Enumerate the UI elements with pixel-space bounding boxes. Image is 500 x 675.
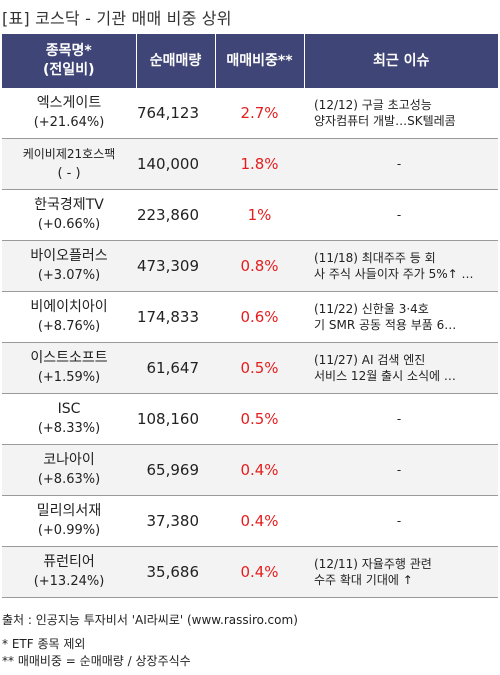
table-row: 비에이치아이 (+8.76%) 174,833 0.6% (11/22) 신한울 3·4… <box>2 291 498 343</box>
table-body: 엑스게이트 (+21.64%) 764,123 2.7% (12/12) 구글 초고성능… <box>2 88 498 598</box>
header-issue: 최근 이슈 <box>303 34 498 88</box>
issue-line: - <box>396 463 402 477</box>
stock-name: 한국경제TV <box>34 197 104 213</box>
recent-issue[interactable]: (11/27) AI 검색 엔진 서비스 12월 출시 소식에 … <box>304 342 498 394</box>
stock-change: (+8.76%) <box>37 319 101 334</box>
header-ratio: 매매비중** <box>214 34 304 88</box>
stock-name: 바이오플러스 <box>30 248 108 264</box>
recent-issue: - <box>304 138 498 190</box>
recent-issue: - <box>304 444 498 496</box>
trade-ratio: 2.7% <box>215 88 304 139</box>
stock-change: ( - ) <box>57 166 81 181</box>
footer-note-etf: * ETF 종목 제외 <box>2 637 86 651</box>
stock-change: (+0.99%) <box>37 523 101 538</box>
footer-source: 출처 : 인공지능 투자비서 'AI라씨로' (www.rassiro.com) <box>2 613 298 627</box>
stock-name: 밀리의서재 <box>36 503 102 519</box>
stock-change: (+1.59%) <box>37 370 101 385</box>
stock-cell: 엑스게이트 (+21.64%) <box>2 88 136 139</box>
net-volume: 473,309 <box>136 240 215 292</box>
stock-cell: 코나아이 (+8.63%) <box>2 444 136 496</box>
trade-ratio: 0.6% <box>215 291 304 343</box>
net-volume: 35,686 <box>136 546 215 598</box>
table-row: 바이오플러스 (+3.07%) 473,309 0.8% (11/18) 최대주주 등 … <box>2 240 498 292</box>
header-name-line1: 종목명* <box>45 43 92 59</box>
stock-name: ISC <box>57 401 81 417</box>
table-row: 이스트소프트 (+1.59%) 61,647 0.5% (11/27) AI 검색 엔진… <box>2 342 498 394</box>
table-row: 한국경제TV (+0.66%) 223,860 1% - <box>2 189 498 241</box>
net-volume: 174,833 <box>136 291 215 343</box>
recent-issue: - <box>304 393 498 445</box>
issue-line: - <box>396 412 402 426</box>
issue-line: 서비스 12월 출시 소식에 … <box>314 369 456 383</box>
issue-line: - <box>396 157 402 171</box>
table-row: 퓨런티어 (+13.24%) 35,686 0.4% (12/11) 자율주행 관련 수주… <box>2 546 498 598</box>
table-row: 밀리의서재 (+0.99%) 37,380 0.4% - <box>2 495 498 547</box>
table-row: ISC (+8.33%) 108,160 0.5% - <box>2 393 498 445</box>
net-volume: 140,000 <box>136 138 215 190</box>
table-row: 케이비제21호스팩 ( - ) 140,000 1.8% - <box>2 138 498 190</box>
trade-ratio: 0.4% <box>215 444 304 496</box>
stock-name: 엑스게이트 <box>36 95 102 111</box>
stock-change: (+13.24%) <box>33 574 105 589</box>
trade-ratio: 0.8% <box>215 240 304 292</box>
stock-name: 코나아이 <box>43 452 95 468</box>
recent-issue: - <box>304 189 498 241</box>
header-volume: 순매매량 <box>135 34 215 88</box>
table-row: 엑스게이트 (+21.64%) 764,123 2.7% (12/12) 구글 초고성능… <box>2 88 498 139</box>
trade-ratio: 0.4% <box>215 495 304 547</box>
stock-cell: 케이비제21호스팩 ( - ) <box>2 138 136 190</box>
issue-line: 양자컴퓨터 개발…SK텔레콤 <box>314 114 456 128</box>
stock-change: (+0.66%) <box>37 217 101 232</box>
stock-cell: 이스트소프트 (+1.59%) <box>2 342 136 394</box>
table-title: [표] 코스닥 - 기관 매매 비중 상위 <box>2 9 232 28</box>
stock-cell: 밀리의서재 (+0.99%) <box>2 495 136 547</box>
stock-cell: 비에이치아이 (+8.76%) <box>2 291 136 343</box>
institution-trading-table: 종목명* (전일비) 순매매량 매매비중** 최근 이슈 엑스게이트 (+21.6… <box>2 34 498 598</box>
table-row: 코나아이 (+8.63%) 65,969 0.4% - <box>2 444 498 496</box>
stock-change: (+21.64%) <box>33 115 105 130</box>
header-name: 종목명* (전일비) <box>2 34 136 88</box>
issue-line: (11/22) 신한울 3·4호 <box>314 302 429 316</box>
net-volume: 223,860 <box>136 189 215 241</box>
header-name-line2: (전일비) <box>43 62 95 78</box>
stock-change: (+3.07%) <box>37 268 101 283</box>
stock-cell: 바이오플러스 (+3.07%) <box>2 240 136 292</box>
net-volume: 108,160 <box>136 393 215 445</box>
stock-change: (+8.33%) <box>37 421 101 436</box>
net-volume: 65,969 <box>136 444 215 496</box>
stock-cell: 퓨런티어 (+13.24%) <box>2 546 136 598</box>
trade-ratio: 0.4% <box>215 546 304 598</box>
table-header-row: 종목명* (전일비) 순매매량 매매비중** 최근 이슈 <box>2 34 498 88</box>
net-volume: 61,647 <box>136 342 215 394</box>
stock-name: 이스트소프트 <box>30 350 108 366</box>
issue-line: (11/27) AI 검색 엔진 <box>314 353 426 367</box>
issue-line: - <box>396 514 402 528</box>
issue-line: (12/11) 자율주행 관련 <box>314 557 432 571</box>
issue-line: 사 주식 사들이자 주가 5%↑ … <box>314 267 474 281</box>
issue-line: - <box>396 208 402 222</box>
trade-ratio: 0.5% <box>215 393 304 445</box>
stock-cell: ISC (+8.33%) <box>2 393 136 445</box>
recent-issue: - <box>304 495 498 547</box>
footer-note-ratio: ** 매매비중 = 순매매량 / 상장주식수 <box>2 654 191 668</box>
stock-cell: 한국경제TV (+0.66%) <box>2 189 136 241</box>
trade-ratio: 0.5% <box>215 342 304 394</box>
issue-line: (12/12) 구글 초고성능 <box>314 98 432 112</box>
stock-name: 케이비제21호스팩 <box>22 147 116 161</box>
issue-line: 수주 확대 기대에 ↑ <box>314 573 413 587</box>
issue-line: 기 SMR 공동 적용 부품 6… <box>314 318 457 332</box>
issue-line: (11/18) 최대주주 등 회 <box>314 251 436 265</box>
net-volume: 37,380 <box>136 495 215 547</box>
stock-change: (+8.63%) <box>37 472 101 487</box>
stock-name: 퓨런티어 <box>43 554 95 570</box>
stock-name: 비에이치아이 <box>30 299 108 315</box>
trade-ratio: 1.8% <box>215 138 304 190</box>
net-volume: 764,123 <box>136 88 215 139</box>
trade-ratio: 1% <box>215 189 304 241</box>
